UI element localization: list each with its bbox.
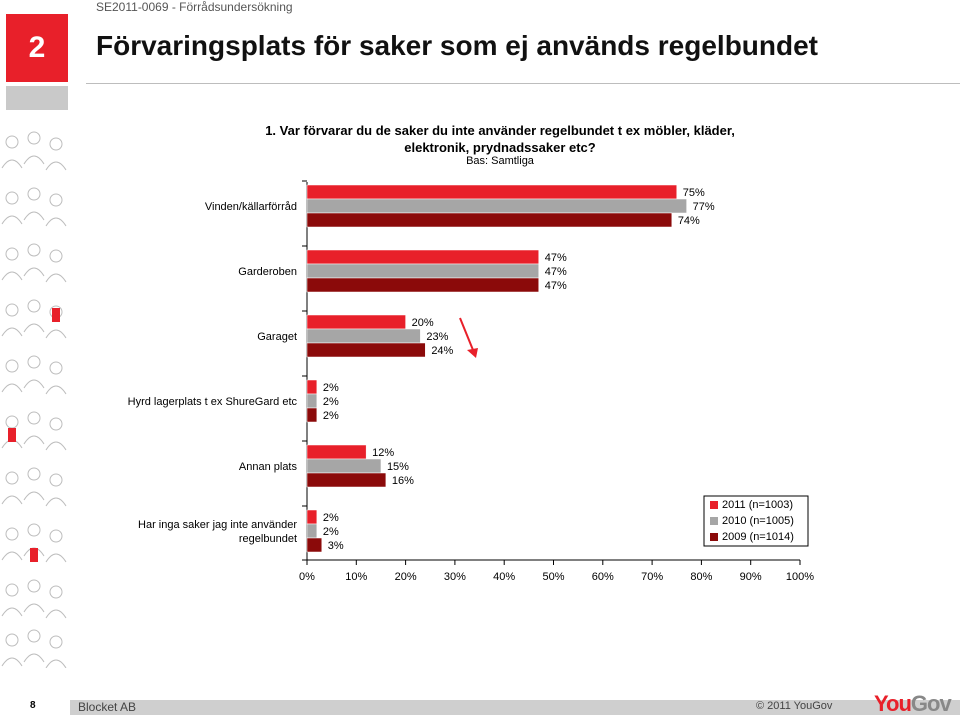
survey-question: 1. Var förvarar du de saker du inte anvä… bbox=[265, 123, 735, 155]
bar-2011 bbox=[306, 379, 318, 395]
bar-2010 bbox=[306, 393, 318, 409]
base-note: Bas: Samtliga bbox=[466, 155, 534, 167]
category-label: Har inga saker jag inte använder bbox=[138, 519, 297, 531]
data-label: 20% bbox=[412, 317, 434, 329]
x-tick-label: 60% bbox=[592, 571, 614, 583]
bar-2009 bbox=[306, 472, 387, 488]
bar-2009 bbox=[306, 407, 318, 423]
data-label: 2% bbox=[323, 512, 339, 524]
company-name: Blocket AB bbox=[78, 700, 137, 714]
data-label: 12% bbox=[372, 447, 394, 459]
legend-label: 2009 (n=1014) bbox=[722, 531, 794, 543]
slide-number-badge: 2 bbox=[6, 14, 68, 82]
category-label: Hyrd lagerplats t ex ShureGard etc bbox=[128, 396, 298, 408]
bar-2011 bbox=[306, 249, 539, 265]
bar-2009 bbox=[306, 277, 539, 293]
copyright: © 2011 YouGov bbox=[756, 700, 833, 712]
data-label: 77% bbox=[693, 201, 715, 213]
category-label: Vinden/källarförråd bbox=[205, 201, 297, 213]
data-label: 47% bbox=[545, 266, 567, 278]
bar-2011 bbox=[306, 509, 318, 525]
data-label: 2% bbox=[323, 396, 339, 408]
data-label: 23% bbox=[426, 331, 448, 343]
title-divider bbox=[86, 83, 960, 84]
trend-arrow-shaft bbox=[459, 317, 474, 351]
data-label: 74% bbox=[678, 215, 700, 227]
bar-2009 bbox=[306, 342, 426, 358]
category-label: Garderoben bbox=[238, 266, 297, 278]
x-tick-label: 30% bbox=[444, 571, 466, 583]
data-label: 2% bbox=[323, 382, 339, 394]
trend-arrow-head bbox=[467, 348, 478, 358]
bar-2009 bbox=[306, 537, 323, 553]
data-label: 47% bbox=[545, 252, 567, 264]
data-label: 2% bbox=[323, 410, 339, 422]
data-label: 3% bbox=[328, 540, 344, 552]
bar-2010 bbox=[306, 458, 382, 474]
data-label: 75% bbox=[683, 187, 705, 199]
yougov-logo: YouGov bbox=[874, 691, 952, 716]
data-label: 2% bbox=[323, 526, 339, 538]
x-tick-label: 100% bbox=[786, 571, 814, 583]
legend-swatch bbox=[710, 501, 718, 509]
bar-2011 bbox=[306, 184, 677, 200]
legend-swatch bbox=[710, 533, 718, 541]
bar-2010 bbox=[306, 523, 318, 539]
category-label: Garaget bbox=[257, 331, 297, 343]
bar-2010 bbox=[306, 328, 421, 344]
bar-2010 bbox=[306, 198, 687, 214]
x-tick-label: 80% bbox=[690, 571, 712, 583]
x-tick-label: 10% bbox=[345, 571, 367, 583]
bar-2010 bbox=[306, 263, 539, 279]
bar-2011 bbox=[306, 444, 367, 460]
bar-2009 bbox=[306, 212, 673, 228]
data-label: 24% bbox=[431, 345, 453, 357]
page-title: Förvaringsplats för saker som ej används… bbox=[96, 30, 818, 61]
footer-bar bbox=[70, 700, 960, 715]
legend-swatch bbox=[710, 517, 718, 525]
data-label: 47% bbox=[545, 280, 567, 292]
category-label: Annan plats bbox=[239, 461, 298, 473]
report-id: SE2011-0069 - Förrådsundersökning bbox=[96, 0, 293, 14]
data-label: 15% bbox=[387, 461, 409, 473]
legend-label: 2010 (n=1005) bbox=[722, 515, 794, 527]
legend-box bbox=[703, 495, 809, 547]
category-label: regelbundet bbox=[239, 533, 297, 545]
page-number: 8 bbox=[30, 700, 36, 711]
legend-label: 2011 (n=1003) bbox=[722, 499, 793, 511]
x-tick-label: 90% bbox=[740, 571, 762, 583]
x-tick-label: 70% bbox=[641, 571, 663, 583]
x-tick-label: 40% bbox=[493, 571, 515, 583]
crowd-illustration bbox=[1, 131, 67, 668]
x-tick-label: 0% bbox=[299, 571, 315, 583]
decorative-gray-box bbox=[6, 86, 68, 110]
bar-2011 bbox=[306, 314, 406, 330]
data-label: 16% bbox=[392, 475, 414, 487]
x-tick-label: 20% bbox=[395, 571, 417, 583]
x-tick-label: 50% bbox=[542, 571, 564, 583]
